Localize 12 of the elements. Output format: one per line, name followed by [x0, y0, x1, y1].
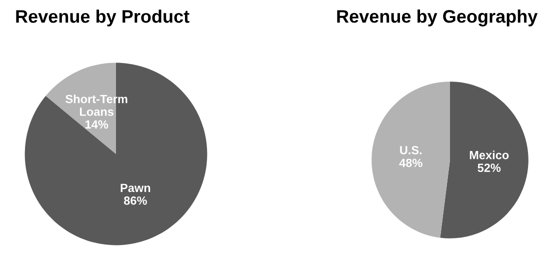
- slice-label: Pawn: [120, 184, 150, 192]
- pie-slice: [440, 82, 528, 238]
- chart-title: Revenue by Product: [16, 10, 190, 26]
- data-label: 14%: [86, 120, 108, 129]
- pie-slice: [24, 62, 208, 246]
- slice-label: Mexico: [470, 150, 509, 160]
- data-label: 48%: [399, 158, 422, 168]
- pie-slice: [372, 82, 450, 238]
- data-label: 86%: [124, 196, 147, 205]
- chart-title: Revenue by Geography: [337, 10, 538, 26]
- data-label: 52%: [478, 164, 501, 172]
- slice-label: U.S.: [400, 146, 422, 154]
